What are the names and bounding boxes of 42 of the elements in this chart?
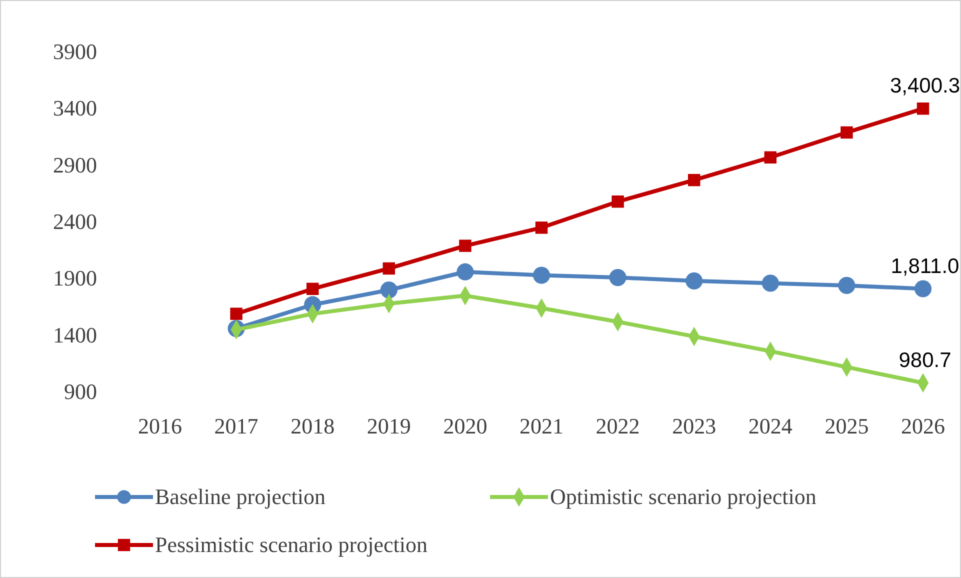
x-tick-label: 2016	[138, 414, 182, 439]
legend-label: Optimistic scenario projection	[550, 484, 816, 509]
point	[686, 272, 703, 290]
x-tick-label: 2019	[366, 414, 411, 439]
point	[459, 240, 472, 252]
point	[380, 281, 398, 299]
point	[230, 308, 242, 320]
point	[764, 151, 777, 164]
point	[840, 126, 853, 139]
point	[914, 280, 932, 298]
x-tick-label: 2022	[596, 414, 640, 439]
x-tick-label: 2021	[520, 414, 564, 439]
y-tick-label: 1900	[53, 266, 97, 291]
legend-label: Baseline projection	[155, 484, 326, 509]
data-label: 980.7	[898, 348, 952, 372]
y-tick-label: 3900	[53, 39, 97, 64]
y-tick-label: 2900	[53, 152, 97, 178]
x-tick-label: 2017	[214, 414, 258, 439]
point	[306, 282, 319, 295]
point	[688, 174, 700, 186]
x-tick-label: 2020	[443, 414, 488, 439]
data-label: 3,400.3	[890, 74, 960, 98]
x-tick-label: 2025	[824, 414, 869, 439]
point	[535, 222, 548, 234]
point	[838, 276, 856, 294]
y-tick-label: 3400	[53, 96, 97, 121]
point	[762, 274, 779, 292]
data-label: 1,811.0	[890, 254, 960, 278]
point	[382, 262, 396, 275]
legend-label: Pessimistic scenario projection	[155, 532, 428, 557]
point	[609, 268, 626, 286]
x-tick-label: 2018	[290, 414, 335, 439]
y-tick-label: 1400	[53, 322, 97, 348]
x-tick-label: 2024	[748, 414, 792, 439]
x-tick-label: 2023	[672, 414, 716, 439]
point	[612, 195, 624, 208]
point	[916, 102, 930, 115]
point	[456, 263, 474, 280]
y-tick-label: 900	[64, 379, 97, 404]
y-tick-label: 2400	[53, 209, 97, 234]
x-tick-label: 2026	[901, 414, 945, 439]
point	[532, 266, 550, 284]
